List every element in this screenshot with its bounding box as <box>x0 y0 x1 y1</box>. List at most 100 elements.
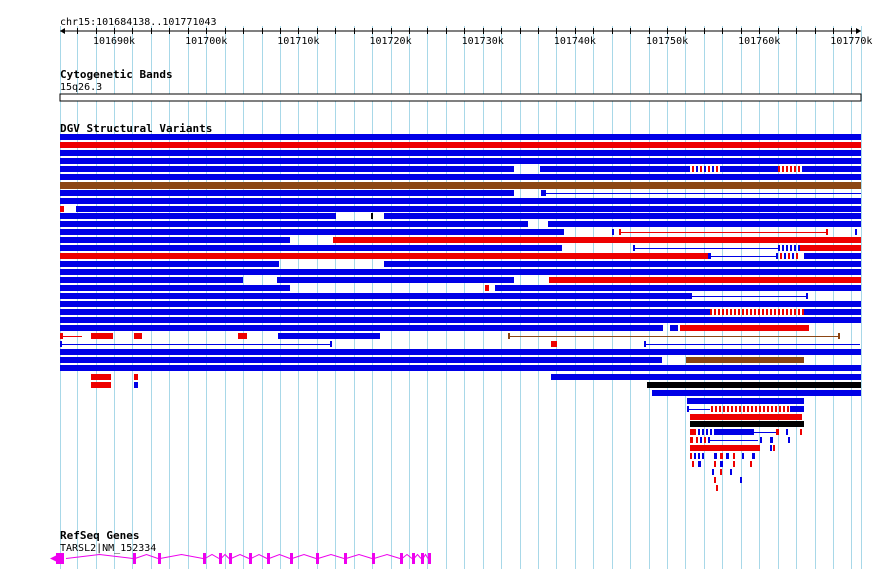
sv-feature <box>750 309 752 315</box>
sv-feature <box>804 253 861 259</box>
gene-intron <box>65 553 134 559</box>
sv-feature <box>710 429 712 435</box>
gene-exon <box>428 553 431 564</box>
sv-feature <box>690 414 802 420</box>
sv-feature <box>60 142 861 148</box>
sv-feature <box>60 301 861 307</box>
sv-feature <box>60 269 861 275</box>
sv-feature <box>739 406 741 412</box>
sv-feature <box>838 333 840 339</box>
sv-feature <box>746 309 748 315</box>
sv-feature <box>742 453 744 459</box>
sv-feature <box>720 453 723 459</box>
refseq-track[interactable] <box>50 553 431 564</box>
sv-feature <box>692 166 694 172</box>
sv-feature <box>798 166 800 172</box>
sv-feature <box>742 309 744 315</box>
sv-feature <box>692 461 694 467</box>
gene-intron <box>268 553 291 559</box>
sv-feature <box>541 190 546 196</box>
sv-feature <box>855 229 857 235</box>
sv-feature <box>698 429 700 435</box>
sv-feature <box>754 309 756 315</box>
sv-feature <box>696 437 698 443</box>
sv-feature <box>134 333 142 339</box>
sv-feature <box>730 469 732 475</box>
sv-feature <box>755 406 757 412</box>
sv-feature <box>776 253 778 259</box>
sv-feature <box>730 309 732 315</box>
sv-feature <box>60 174 861 180</box>
gene-exon <box>267 553 270 564</box>
sv-feature <box>726 309 728 315</box>
gene-exon <box>290 553 293 564</box>
sv-feature <box>384 213 861 219</box>
strand-arrow-icon <box>50 555 56 562</box>
sv-feature <box>782 166 784 172</box>
sv-feature <box>91 382 111 388</box>
gene-intron <box>230 553 250 559</box>
sv-feature <box>763 406 765 412</box>
sv-feature <box>733 461 735 467</box>
sv-feature <box>612 229 614 235</box>
sv-feature <box>778 245 780 251</box>
sv-feature <box>333 237 861 243</box>
sv-feature <box>727 406 729 412</box>
sv-feature <box>134 374 138 380</box>
sv-feature <box>60 190 514 196</box>
dgv-track[interactable] <box>60 134 861 491</box>
sv-feature <box>60 245 562 251</box>
cytoband-track[interactable] <box>59 93 862 102</box>
sv-feature <box>719 406 721 412</box>
sv-feature <box>687 398 804 404</box>
sv-feature <box>696 166 698 172</box>
sv-feature <box>794 166 796 172</box>
sv-feature <box>784 253 786 259</box>
sv-feature <box>714 453 717 459</box>
sv-feature <box>330 341 332 347</box>
sv-feature <box>798 245 800 251</box>
sv-feature <box>680 325 809 331</box>
sv-feature <box>733 453 735 459</box>
sv-feature <box>60 349 861 355</box>
sv-feature <box>759 406 761 412</box>
sv-feature <box>794 245 796 251</box>
sv-feature <box>710 309 712 315</box>
sv-feature <box>647 382 861 388</box>
ruler-tick-label: 101740k <box>554 36 596 47</box>
sv-feature <box>238 333 247 339</box>
sv-feature <box>731 406 733 412</box>
sv-feature <box>278 333 380 339</box>
sv-feature <box>786 309 788 315</box>
gene-exon <box>219 553 222 564</box>
sv-feature <box>60 317 861 323</box>
gene-intron <box>401 553 413 559</box>
sv-feature <box>60 158 861 164</box>
sv-feature <box>371 213 373 219</box>
sv-feature <box>802 166 861 172</box>
sv-feature <box>60 357 662 363</box>
sv-feature <box>633 245 635 251</box>
gene-intron <box>159 553 204 559</box>
sv-feature <box>718 309 720 315</box>
sv-feature <box>767 406 769 412</box>
sv-feature <box>60 365 861 371</box>
sv-feature <box>738 309 740 315</box>
sv-feature <box>734 309 736 315</box>
sv-feature <box>60 285 290 291</box>
coordinate-ruler[interactable]: 101690k 101700k 101710k 101720k 101730k 10174… <box>60 28 872 47</box>
sv-feature <box>747 406 749 412</box>
sv-feature <box>702 453 704 459</box>
sv-feature <box>652 390 861 396</box>
gene-exon <box>203 553 206 564</box>
gene-exon <box>229 553 232 564</box>
sv-feature <box>762 309 764 315</box>
sv-feature <box>60 325 663 331</box>
sv-feature <box>720 469 722 475</box>
sv-feature <box>700 437 702 443</box>
gene-exon <box>133 553 136 564</box>
gene-intron <box>317 553 345 559</box>
sv-feature <box>766 309 768 315</box>
sv-feature <box>760 437 762 443</box>
